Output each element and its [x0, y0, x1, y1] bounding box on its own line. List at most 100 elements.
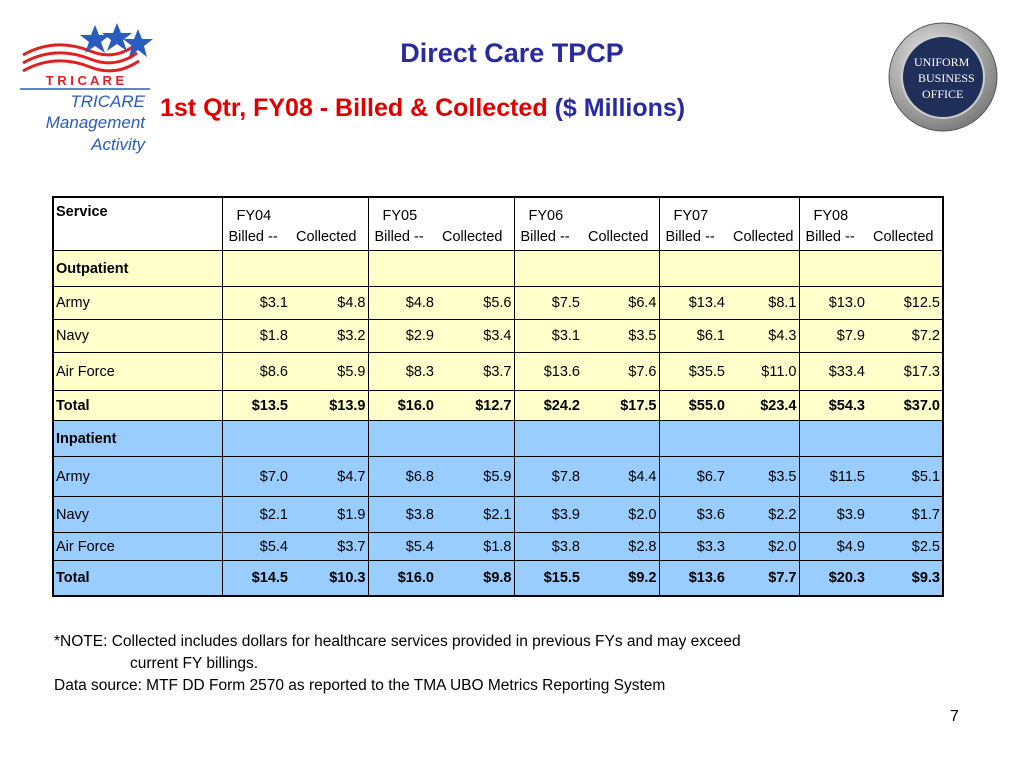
data-row: Air Force $8.6 $5.9 $8.3 $3.7 $13.6 $7.6 $35.5 $…: [53, 352, 943, 391]
value-cell: $1.8: [221, 319, 290, 353]
cell: [290, 250, 368, 287]
sub-header: Billed --: [798, 224, 867, 251]
cell: [221, 420, 290, 457]
value-cell: $5.1: [867, 456, 943, 497]
header-row: Service FY04 FY05 FY06 FY07 FY08: [53, 197, 943, 224]
data-row: Total $14.5 $10.3 $16.0 $9.8 $15.5 $9.2 $13.6 $7…: [53, 560, 943, 596]
value-cell: $8.1: [727, 286, 799, 320]
value-cell: $7.2: [867, 319, 943, 353]
service: Navy: [53, 319, 222, 353]
note: *NOTE: Collected includes dollars for he…: [54, 633, 741, 650]
cell: [436, 250, 514, 287]
service: Army: [53, 286, 222, 320]
value-cell: $1.9: [290, 496, 368, 533]
value-cell: $16.0: [367, 560, 436, 596]
value-cell: $7.5: [513, 286, 582, 320]
service: Navy: [53, 496, 222, 533]
value-cell: $5.9: [290, 352, 368, 391]
value-cell: $9.3: [867, 560, 943, 596]
cell: [658, 250, 727, 287]
sub-header: Collected: [588, 229, 649, 245]
sub-header: Collected: [296, 229, 357, 245]
cell: [798, 420, 867, 457]
cell: [658, 420, 727, 457]
value-cell: $13.9: [290, 390, 368, 421]
value-cell: $3.1: [221, 286, 290, 320]
subtitle: 1st Qtr, FY08 - Billed & Collected ($ Mi…: [160, 94, 685, 123]
value-cell: $5.9: [436, 456, 514, 497]
sub-header: Collected: [442, 229, 503, 245]
tricare-logo: T R I C A R E TRICARE Management Activit…: [20, 23, 153, 154]
page-number: 7: [950, 708, 959, 725]
ubo-line: BUSINESS: [918, 71, 975, 85]
service: Air Force: [53, 352, 222, 391]
cell: [513, 420, 582, 457]
value-cell: $3.5: [582, 319, 659, 353]
value-cell: $55.0: [658, 390, 727, 421]
cell: [513, 250, 582, 287]
value-cell: $6.1: [658, 319, 727, 353]
title: Direct Care TPCP: [400, 38, 624, 68]
service: Total: [53, 390, 222, 421]
cell: [290, 420, 368, 457]
value-cell: $5.6: [436, 286, 514, 320]
sub-header: Billed --: [658, 224, 727, 251]
value-cell: $6.4: [582, 286, 659, 320]
value-cell: $13.6: [513, 352, 582, 391]
value-cell: $4.7: [290, 456, 368, 497]
value-cell: $2.1: [436, 496, 514, 533]
value-cell: $4.4: [582, 456, 659, 497]
ubo-line: OFFICE: [922, 87, 963, 101]
year-header: FY07: [658, 197, 799, 224]
notes: *NOTE: Collected includes dollars for he…: [54, 631, 741, 697]
source: Data source: MTF DD Form 2570 as reporte…: [54, 677, 666, 694]
value-cell: $6.7: [658, 456, 727, 497]
cell: [727, 250, 799, 287]
value-cell: $9.8: [436, 560, 514, 596]
value-cell: $2.9: [367, 319, 436, 353]
value-cell: $24.2: [513, 390, 582, 421]
value-cell: $2.8: [582, 532, 659, 561]
value-cell: $17.3: [867, 352, 943, 391]
value-cell: $3.8: [367, 496, 436, 533]
year-header: FY05: [367, 197, 514, 224]
header-cell: Service: [56, 204, 108, 220]
year-header: FY06: [513, 197, 659, 224]
org-line: Management: [46, 113, 147, 132]
value-cell: $3.7: [436, 352, 514, 391]
year-header: FY04: [221, 197, 368, 224]
value-cell: $3.2: [290, 319, 368, 353]
cell: [367, 420, 436, 457]
section-row: Outpatient: [53, 250, 943, 287]
value-cell: $20.3: [798, 560, 867, 596]
ubo-logo: UNIFORM BUSINESS OFFICE: [888, 22, 998, 132]
wordmark: T R I C A R E: [46, 73, 125, 88]
value-cell: $54.3: [798, 390, 867, 421]
value-cell: $2.2: [727, 496, 799, 533]
sub-header: Collected: [873, 229, 934, 245]
service: Air Force: [53, 532, 222, 561]
value-cell: $8.3: [367, 352, 436, 391]
value-cell: $10.3: [290, 560, 368, 596]
value-cell: $15.5: [513, 560, 582, 596]
header-row: Billed -- Collected Billed -- Collected Bill…: [53, 224, 943, 251]
value-cell: $12.7: [436, 390, 514, 421]
value-cell: $2.1: [221, 496, 290, 533]
value-cell: $3.7: [290, 532, 368, 561]
data-table: Service FY04 FY05 FY06 FY07 FY08 Billed -- Coll…: [52, 196, 944, 597]
value-cell: $13.0: [798, 286, 867, 320]
subtitle-text: 1st Qtr, FY08 - Billed & Collected: [160, 94, 548, 122]
sub-header: Billed --: [513, 224, 582, 251]
cell: [436, 420, 514, 457]
data-row: Air Force $5.4 $3.7 $5.4 $1.8 $3.8 $2.8 $3.3 $2.…: [53, 532, 943, 561]
cell: [867, 420, 943, 457]
value-cell: $11.0: [727, 352, 799, 391]
value-cell: $13.4: [658, 286, 727, 320]
value-cell: $35.5: [658, 352, 727, 391]
data-row: Total $13.5 $13.9 $16.0 $12.7 $24.2 $17.5 $55.0…: [53, 390, 943, 421]
ubo-line: UNIFORM: [914, 55, 970, 69]
value-cell: $2.0: [582, 496, 659, 533]
section-row: Inpatient: [53, 420, 943, 457]
value-cell: $3.8: [513, 532, 582, 561]
